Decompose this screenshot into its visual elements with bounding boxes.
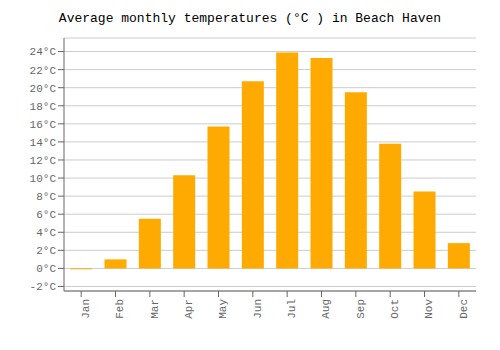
svg-text:Oct: Oct bbox=[389, 299, 401, 319]
svg-text:Mar: Mar bbox=[149, 299, 161, 319]
svg-text:22°C: 22°C bbox=[30, 65, 57, 77]
svg-text:24°C: 24°C bbox=[30, 46, 57, 58]
svg-text:12°C: 12°C bbox=[30, 155, 57, 167]
svg-text:18°C: 18°C bbox=[30, 101, 57, 113]
svg-text:8°C: 8°C bbox=[36, 191, 56, 203]
svg-text:Sep: Sep bbox=[355, 299, 367, 319]
svg-text:2°C: 2°C bbox=[36, 245, 56, 257]
svg-text:14°C: 14°C bbox=[30, 137, 57, 149]
svg-text:10°C: 10°C bbox=[30, 173, 57, 185]
html-text:Average monthly temperatures (: Average monthly temperatures (°C ) in Be… bbox=[58, 11, 442, 26]
svg-text:Apr: Apr bbox=[183, 299, 195, 319]
svg-text:6°C: 6°C bbox=[36, 209, 56, 221]
svg-text:4°C: 4°C bbox=[36, 227, 56, 239]
svg-text:20°C: 20°C bbox=[30, 83, 57, 95]
svg-text:Feb: Feb bbox=[114, 299, 126, 319]
svg-text:Dec: Dec bbox=[458, 299, 470, 319]
svg-text:Jul: Jul bbox=[286, 299, 298, 319]
svg-text:May: May bbox=[217, 299, 229, 319]
svg-text:16°C: 16°C bbox=[30, 119, 57, 131]
svg-text:0°C: 0°C bbox=[36, 263, 56, 275]
svg-text:Jun: Jun bbox=[252, 299, 264, 319]
svg-text:-2°C: -2°C bbox=[30, 281, 57, 293]
svg-text:Nov: Nov bbox=[423, 299, 435, 319]
svg-text:Jan: Jan bbox=[80, 299, 92, 319]
svg-text:Aug: Aug bbox=[320, 299, 332, 319]
